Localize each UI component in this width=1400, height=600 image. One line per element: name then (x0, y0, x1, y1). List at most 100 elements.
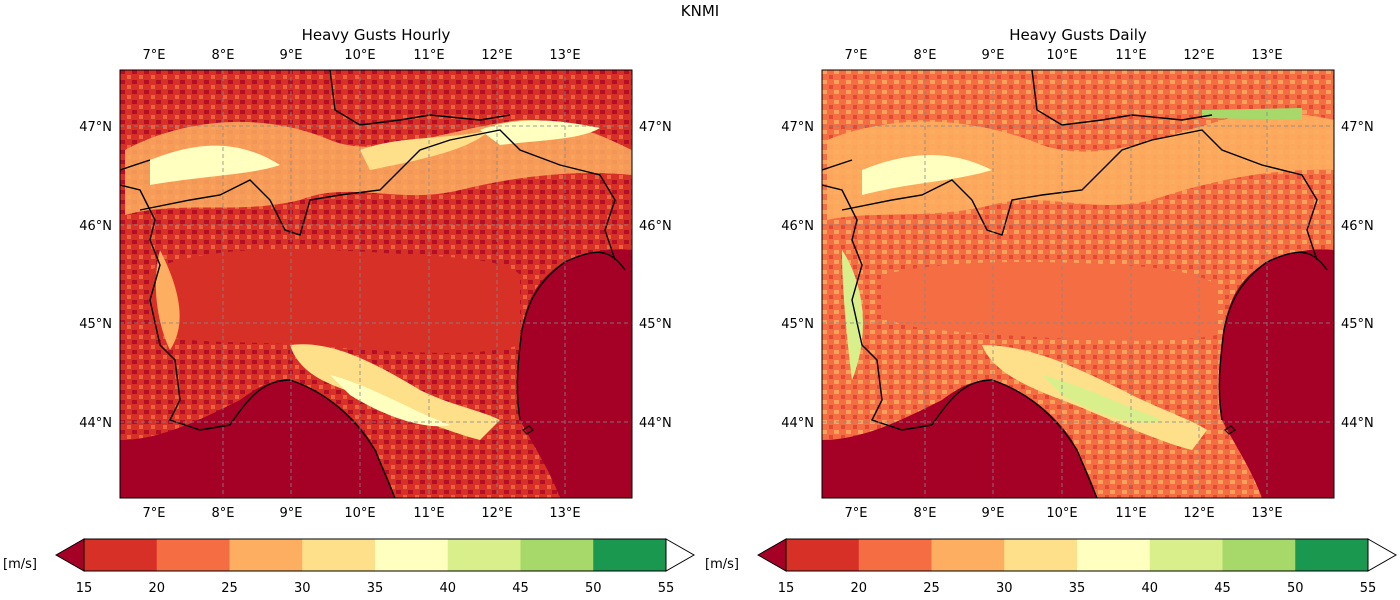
lon-tick-label: 12°E (481, 48, 512, 63)
colorbar-tick-label: 20 (850, 581, 867, 596)
lon-tick-label: 9°E (982, 506, 1005, 521)
colorbar-bin (786, 539, 860, 571)
colorbar-tick-label: 35 (1069, 581, 1086, 596)
lat-ticks-right: 47°N 46°N 45°N 44°N (639, 120, 672, 431)
colorbar-tick-label: 25 (221, 581, 238, 596)
lat-tick-label: 44°N (639, 416, 672, 431)
colorbar-bin (84, 539, 158, 571)
colorbar-tick-label: 40 (439, 581, 456, 596)
colorbar-tick-label: 30 (294, 581, 311, 596)
lat-tick-label: 44°N (781, 416, 814, 431)
lon-tick-label: 9°E (982, 48, 1005, 63)
colorbar-bin (1295, 539, 1369, 571)
colorbar-tick-label: 50 (585, 581, 602, 596)
lon-tick-label: 12°E (1183, 506, 1214, 521)
lat-tick-label: 44°N (79, 416, 112, 431)
colorbar-bin (593, 539, 667, 571)
lat-tick-label: 45°N (639, 317, 672, 332)
lon-tick-label: 11°E (1115, 506, 1146, 521)
colorbar-over-arrow (1367, 538, 1398, 572)
colorbar-tick-label: 20 (148, 581, 165, 596)
lat-tick-label: 46°N (639, 219, 672, 234)
colorbar-bin (1077, 539, 1151, 571)
lon-tick-label: 13°E (1251, 506, 1282, 521)
gust-field-daily (822, 70, 1334, 498)
colorbar-tick-label: 15 (778, 581, 795, 596)
lat-ticks-left: 47°N 46°N 45°N 44°N (79, 120, 112, 431)
colorbar-bin (447, 539, 521, 571)
lat-tick-label: 47°N (639, 120, 672, 135)
lat-tick-label: 47°N (781, 120, 814, 135)
lat-tick-label: 46°N (781, 219, 814, 234)
lon-tick-label: 7°E (845, 48, 868, 63)
lat-tick-label: 46°N (79, 219, 112, 234)
lat-tick-label: 44°N (1341, 416, 1374, 431)
colorbar-bin (156, 539, 230, 571)
lon-tick-label: 8°E (914, 506, 937, 521)
lon-tick-label: 13°E (1251, 48, 1282, 63)
colorbar-bin (302, 539, 376, 571)
lat-tick-label: 45°N (79, 317, 112, 332)
colorbar-bin (229, 539, 303, 571)
colorbar-tick-label: 40 (1141, 581, 1158, 596)
colorbar-tick-label: 45 (1214, 581, 1231, 596)
lon-ticks-top: 7°E 8°E 9°E 10°E 11°E 12°E 13°E (845, 48, 1283, 63)
lat-ticks-left: 47°N 46°N 45°N 44°N (781, 120, 814, 431)
colorbar-bin (375, 539, 449, 571)
colorbar-frame (83, 538, 667, 572)
colorbar-tick-label: 30 (996, 581, 1013, 596)
map-frame (821, 69, 1335, 499)
map-frame (119, 69, 633, 499)
map-title: Heavy Gusts Daily (1009, 26, 1147, 44)
colorbar-tick-label: 45 (512, 581, 529, 596)
lon-tick-label: 8°E (914, 48, 937, 63)
lon-ticks-bottom: 7°E 8°E 9°E 10°E 11°E 12°E 13°E (845, 506, 1283, 521)
lat-tick-label: 47°N (1341, 120, 1374, 135)
lon-tick-label: 10°E (344, 48, 375, 63)
colorbar-hourly: [m/s] 15 20 25 30 35 40 45 50 55 (3, 538, 696, 596)
colorbar-bin (931, 539, 1005, 571)
colorbar-bin (858, 539, 932, 571)
lon-tick-label: 12°E (1183, 48, 1214, 63)
colorbar-bin (1222, 539, 1296, 571)
lon-tick-label: 9°E (280, 506, 303, 521)
colorbar-tick-label: 25 (923, 581, 940, 596)
colorbar-unit-label: [m/s] (705, 557, 739, 572)
colorbar-tick-label: 55 (658, 581, 675, 596)
lat-tick-label: 45°N (781, 317, 814, 332)
graticule-daily (822, 70, 1334, 498)
lon-tick-label: 8°E (212, 506, 235, 521)
lon-tick-label: 7°E (143, 506, 166, 521)
lat-tick-label: 45°N (1341, 317, 1374, 332)
lon-tick-label: 11°E (413, 48, 444, 63)
lon-tick-label: 9°E (280, 48, 303, 63)
colorbar-under-arrow (54, 538, 85, 572)
graticule-hourly (120, 70, 632, 498)
colorbar-bin (1004, 539, 1078, 571)
map-title: Heavy Gusts Hourly (301, 26, 451, 44)
colorbar-bin (1149, 539, 1223, 571)
colorbar-tick-label: 35 (367, 581, 384, 596)
lon-ticks-top: 7°E 8°E 9°E 10°E 11°E 12°E 13°E (143, 48, 581, 63)
lat-tick-label: 47°N (79, 120, 112, 135)
lon-tick-label: 10°E (344, 506, 375, 521)
lon-tick-label: 8°E (212, 48, 235, 63)
lon-tick-label: 12°E (481, 506, 512, 521)
colorbar-under-arrow (756, 538, 787, 572)
colorbar-unit-label: [m/s] (3, 557, 37, 572)
lon-tick-label: 13°E (549, 48, 580, 63)
lon-tick-label: 7°E (143, 48, 166, 63)
map-svg-hourly: 7°E 8°E 9°E 10°E 11°E 12°E 13°E 7°E 8°E … (3, 48, 696, 596)
lat-tick-label: 46°N (1341, 219, 1374, 234)
figure-title: KNMI (680, 2, 720, 20)
colorbar-tick-label: 15 (76, 581, 93, 596)
colorbar-bin (520, 539, 594, 571)
colorbar-frame (785, 538, 1369, 572)
colorbar-tick-label: 55 (1360, 581, 1377, 596)
lon-ticks-bottom: 7°E 8°E 9°E 10°E 11°E 12°E 13°E (143, 506, 581, 521)
lon-tick-label: 7°E (845, 506, 868, 521)
lon-tick-label: 10°E (1046, 48, 1077, 63)
map-panel-daily: Heavy Gusts Daily (702, 0, 1400, 600)
lon-tick-label: 11°E (1115, 48, 1146, 63)
lon-tick-label: 10°E (1046, 506, 1077, 521)
